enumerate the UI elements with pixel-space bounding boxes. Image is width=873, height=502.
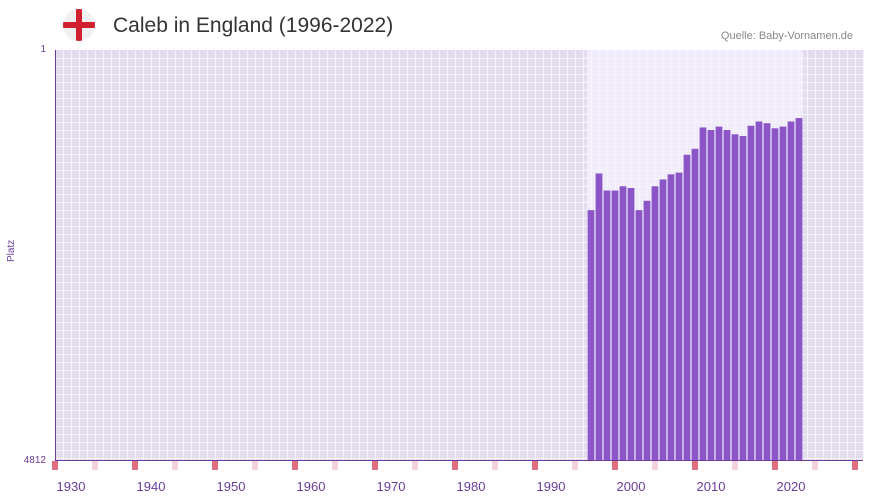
bar-2007	[683, 154, 691, 460]
bar-1999	[619, 186, 627, 460]
bar-2004	[659, 179, 667, 460]
year-marker-2003	[652, 461, 658, 470]
bar-2012	[723, 130, 731, 460]
x-tick-label-1960: 1960	[297, 479, 326, 494]
plot-band-after	[803, 50, 863, 460]
bar-1997	[603, 190, 611, 460]
x-tick-label-1980: 1980	[457, 479, 486, 494]
year-marker-1933	[92, 461, 98, 470]
bar-2016	[755, 121, 763, 460]
x-tick-label-1950: 1950	[217, 479, 246, 494]
year-marker-1988	[532, 461, 538, 470]
year-marker-1998	[612, 461, 618, 470]
bar-2000	[627, 187, 635, 460]
year-marker-1973	[412, 461, 418, 470]
england-flag-icon	[63, 9, 95, 41]
year-marker-1943	[172, 461, 178, 470]
year-marker-2028	[852, 461, 858, 470]
year-marker-2018	[772, 461, 778, 470]
bar-2001	[635, 210, 643, 460]
x-tick-label-2010: 2010	[697, 479, 726, 494]
bar-2003	[651, 186, 659, 460]
plot-band-before	[55, 50, 587, 460]
bar-2021	[795, 118, 803, 461]
bar-2009	[699, 127, 707, 461]
bar-2018	[771, 128, 779, 461]
bar-2010	[707, 130, 715, 460]
bar-2005	[667, 174, 675, 460]
source-credit: Quelle: Baby-Vornamen.de	[720, 30, 853, 42]
x-tick-label-1930: 1930	[57, 479, 86, 494]
chart-title: Caleb in England (1996-2022)	[113, 14, 394, 37]
x-tick-label-1940: 1940	[137, 479, 166, 494]
year-marker-1958	[292, 461, 298, 470]
bar-2017	[763, 123, 771, 461]
bar-1998	[611, 190, 619, 460]
bar-2020	[787, 121, 795, 460]
year-marker-2013	[732, 461, 738, 470]
bar-1996	[595, 173, 603, 460]
x-tick-label-1990: 1990	[537, 479, 566, 494]
year-marker-2023	[812, 461, 818, 470]
year-marker-1938	[132, 461, 138, 470]
bar-2015	[747, 125, 755, 461]
year-marker-1953	[252, 461, 258, 470]
bar-2019	[779, 126, 787, 460]
year-marker-1963	[332, 461, 338, 470]
y-tick-label-top: 1	[40, 44, 46, 55]
year-marker-1983	[492, 461, 498, 470]
y-tick-label-bottom: 4812	[23, 455, 46, 466]
bar-2011	[715, 126, 723, 460]
bar-2013	[731, 134, 739, 460]
year-marker-1993	[572, 461, 578, 470]
chart-header: Caleb in England (1996-2022) Quelle: Bab…	[0, 0, 873, 50]
bar-1995	[587, 210, 595, 460]
year-marker-2008	[692, 461, 698, 470]
bar-2008	[691, 148, 699, 461]
bar-2014	[739, 135, 747, 461]
bar-2006	[675, 172, 683, 460]
year-marker-1968	[372, 461, 378, 470]
x-tick-label-1970: 1970	[377, 479, 406, 494]
x-tick-label-2020: 2020	[777, 479, 806, 494]
year-marker-1928	[52, 461, 58, 470]
year-marker-1978	[452, 461, 458, 470]
bar-2002	[643, 200, 651, 460]
x-tick-label-2000: 2000	[617, 479, 646, 494]
year-marker-1948	[212, 461, 218, 470]
